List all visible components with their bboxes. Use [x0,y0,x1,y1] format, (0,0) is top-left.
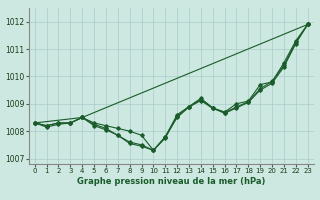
X-axis label: Graphe pression niveau de la mer (hPa): Graphe pression niveau de la mer (hPa) [77,177,265,186]
